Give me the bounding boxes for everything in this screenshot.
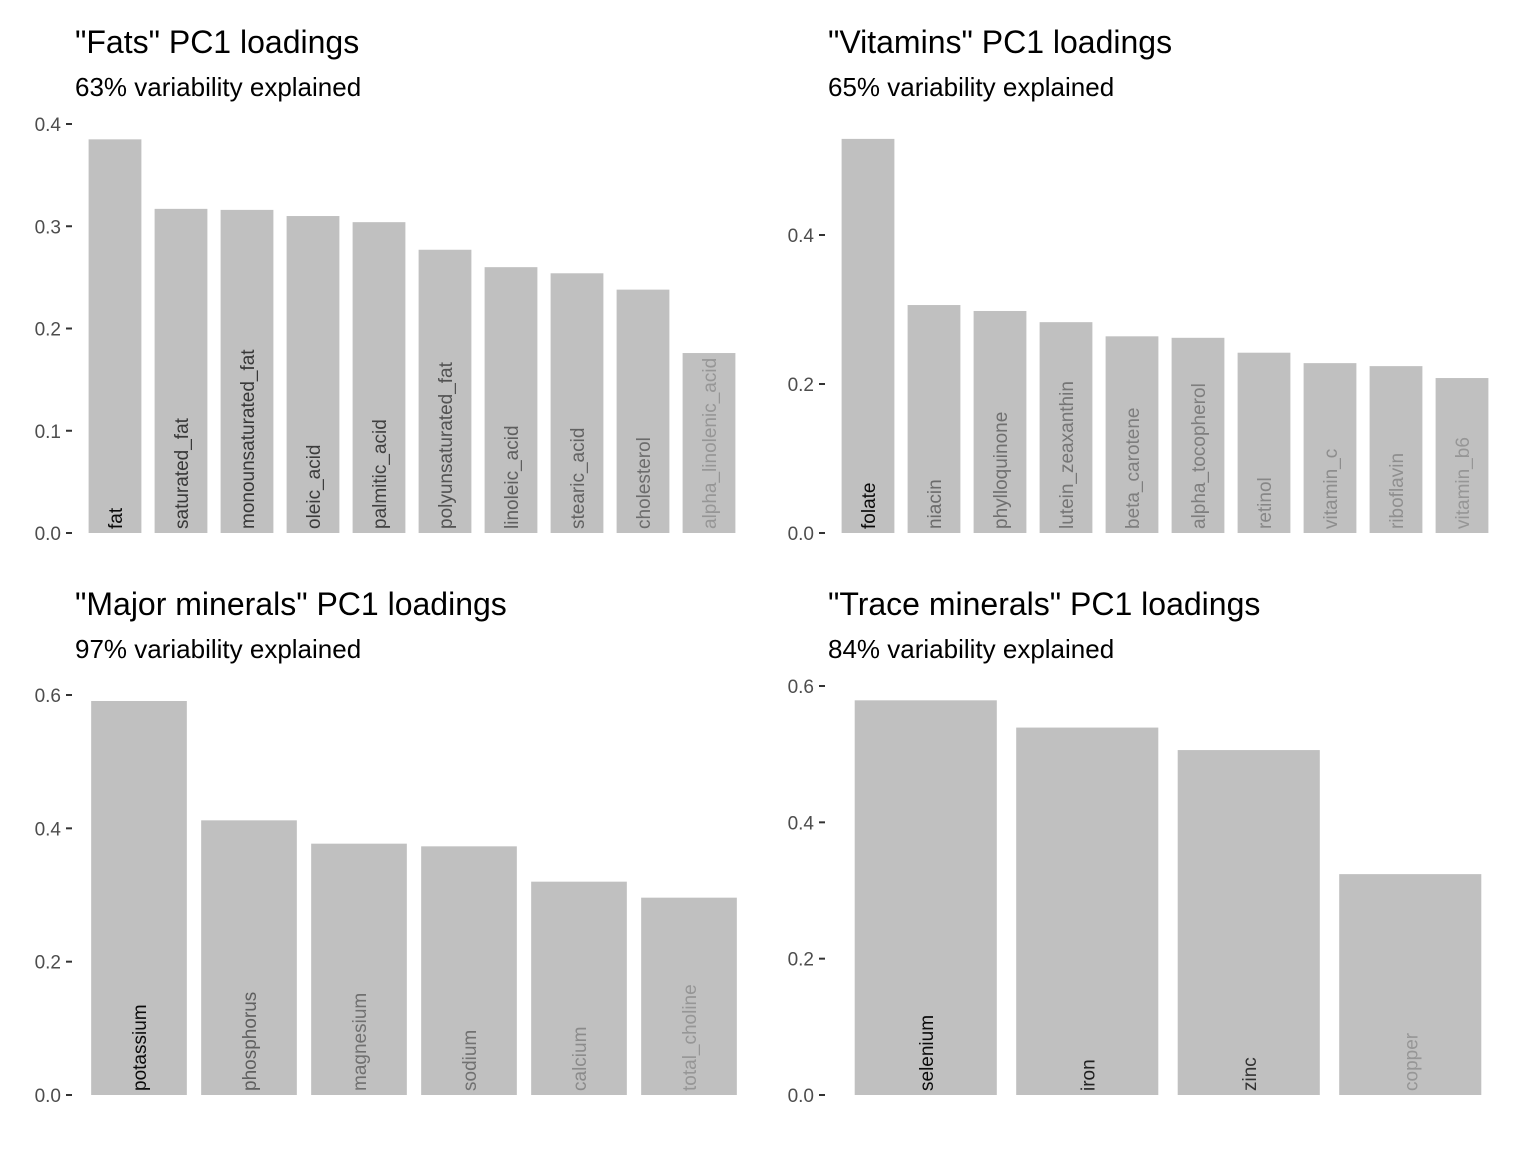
bar-calcium [531,881,627,1095]
bar-oleic-acid [286,216,340,533]
panel-subtitle: 65% variability explained [828,72,1115,102]
bar-label: zinc [1240,1057,1261,1091]
bar-phosphorus [201,820,297,1095]
bar-label: phosphorus [240,992,261,1091]
y-tick-label: 0.4 [788,813,815,834]
bar-alpha-linolenic-acid [682,353,736,533]
bar-label: vitamin_b6 [1453,437,1474,529]
bar-vitamin-c [1303,363,1357,533]
bar-label: oleic_acid [304,445,325,530]
bar-label: monounsaturated_fat [238,349,259,529]
bar-label: polyunsaturated_fat [436,361,457,529]
y-tick-label: 0.3 [35,217,61,238]
bar-label: copper [1401,1032,1422,1091]
trace-minerals-bar-chart: 0.0 0.2 0.4 0.6 selenium iron zinc copper [788,677,1482,1107]
y-tick-label: 0.0 [788,524,814,545]
bar-phylloquinone [973,310,1027,533]
bar-label: potassium [130,1004,151,1091]
major-minerals-panel: "Major minerals" PC1 loadings 97% variab… [0,562,753,1124]
panel-subtitle: 97% variability explained [75,634,362,664]
bar-fat [88,139,142,533]
bar-label: alpha_tocopherol [1189,383,1210,529]
y-tick-label: 0.4 [35,819,62,840]
bar-label: folate [859,483,880,529]
bar-saturated-fat [154,208,208,533]
bar-lutein-zeaxanthin [1039,322,1093,533]
bar-selenium [854,700,997,1095]
bar-iron [1016,727,1159,1095]
panel-title: "Trace minerals" PC1 loadings [828,586,1261,622]
y-tick-label: 0.2 [35,953,61,974]
bar-retinol [1237,352,1291,533]
fats-bar-chart: 0.0 0.1 0.2 0.3 0.4 fat saturated_fat monounsat… [35,115,736,545]
bar-label: fat [106,507,127,529]
bar-label: calcium [570,1027,591,1091]
y-tick-label: 0.0 [35,1086,61,1107]
bar-label: cholesterol [634,437,655,529]
bar-label: vitamin_c [1321,449,1342,529]
vitamins-bar-chart: 0.0 0.2 0.4 folate niacin phylloquinone lutein… [788,138,1489,545]
bar-potassium [91,701,187,1095]
bar-label: saturated_fat [172,417,193,529]
bar-niacin [907,305,961,533]
bar-label: beta_carotene [1123,408,1144,530]
y-tick-label: 0.2 [788,375,814,396]
panel-subtitle: 63% variability explained [75,72,362,102]
y-tick-label: 0.4 [788,226,815,247]
vitamins-panel: "Vitamins" PC1 loadings 65% variability … [753,0,1506,562]
bar-vitamin-b6 [1435,378,1489,533]
bar-cholesterol [616,289,670,533]
panel-subtitle: 84% variability explained [828,634,1115,664]
bar-magnesium [311,843,407,1095]
bar-label: iron [1078,1059,1099,1091]
bar-monounsaturated-fat [220,209,274,533]
y-tick-label: 0.1 [35,422,61,443]
y-tick-label: 0.0 [788,1086,814,1107]
panel-title: "Fats" PC1 loadings [75,24,360,60]
bar-linoleic-acid [484,267,538,533]
y-tick-label: 0.6 [35,686,61,707]
bar-copper [1339,874,1482,1095]
panel-title: "Vitamins" PC1 loadings [828,24,1173,60]
bar-stearic-acid [550,273,604,533]
bar-alpha-tocopherol [1171,337,1225,533]
bar-zinc [1177,750,1320,1095]
y-tick-label: 0.2 [788,950,814,971]
y-tick-label: 0.2 [35,320,61,341]
major-minerals-bar-chart: 0.0 0.2 0.4 0.6 potassium phosphorus magnesium… [35,686,737,1107]
bar-label: stearic_acid [568,428,589,529]
bar-palmitic-acid [352,222,406,533]
bar-label: palmitic_acid [370,419,391,529]
y-tick-label: 0.4 [35,115,62,136]
bar-label: lutein_zeaxanthin [1057,381,1078,529]
panel-title: "Major minerals" PC1 loadings [75,586,507,622]
trace-minerals-panel: "Trace minerals" PC1 loadings 84% variab… [753,562,1506,1124]
bar-label: magnesium [350,993,371,1091]
bar-label: phylloquinone [991,412,1012,529]
bar-beta-carotene [1105,336,1159,533]
bar-total-choline [641,897,737,1095]
bar-label: retinol [1255,477,1276,529]
y-tick-label: 0.0 [35,524,61,545]
y-tick-label: 0.6 [788,677,814,698]
bar-label: alpha_linolenic_acid [700,358,721,529]
fats-panel: "Fats" PC1 loadings 63% variability expl… [0,0,753,562]
bar-sodium [421,846,517,1095]
bar-polyunsaturated-fat [418,249,472,533]
bar-label: riboflavin [1387,453,1408,529]
bar-label: selenium [917,1015,938,1091]
bar-riboflavin [1369,366,1423,533]
bar-label: sodium [460,1030,481,1091]
bar-label: linoleic_acid [502,425,523,529]
bar-folate [841,138,895,533]
bar-label: niacin [925,479,946,529]
bar-label: total_choline [680,984,701,1091]
